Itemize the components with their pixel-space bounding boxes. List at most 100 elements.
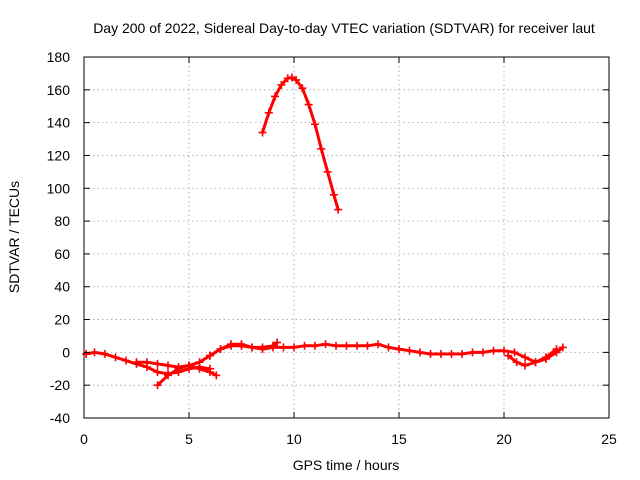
x-axis-label: GPS time / hours — [293, 457, 400, 473]
chart-title: Day 200 of 2022, Sidereal Day-to-day VTE… — [93, 20, 595, 36]
data-point — [273, 338, 282, 347]
data-point — [329, 190, 338, 199]
data-point — [216, 345, 225, 354]
x-tick-label: 15 — [391, 431, 407, 447]
data-point — [311, 341, 319, 350]
data-point — [237, 340, 246, 349]
data-point — [164, 371, 172, 380]
data-point — [82, 350, 91, 359]
data-point — [174, 364, 183, 373]
data-point — [374, 340, 382, 349]
data-point — [323, 167, 332, 176]
series-line-5 — [506, 347, 558, 367]
data-point — [468, 348, 477, 357]
series-line-6 — [261, 76, 340, 212]
data-point — [304, 100, 313, 109]
data-point — [153, 381, 162, 390]
data-point — [504, 351, 513, 360]
data-point — [153, 359, 162, 368]
data-point — [500, 346, 508, 355]
y-tick-label: 120 — [47, 147, 71, 163]
y-tick-label: 160 — [47, 82, 71, 98]
data-point — [292, 75, 301, 84]
data-point — [512, 358, 521, 367]
data-point — [311, 120, 319, 129]
data-point — [279, 343, 288, 352]
data-point — [510, 348, 519, 357]
data-point — [132, 358, 141, 367]
y-tick-label: 80 — [54, 213, 70, 229]
y-tick-label: -20 — [50, 377, 70, 393]
y-tick-labels: -40 -20 0 20 40 60 80 100 120 140 160 180 — [47, 49, 71, 426]
data-point — [206, 351, 214, 360]
y-tick-label: 40 — [54, 279, 70, 295]
data-point — [317, 144, 326, 153]
x-tick-label: 5 — [185, 431, 193, 447]
x-tick-label: 20 — [496, 431, 512, 447]
data-point — [271, 92, 280, 101]
x-tick-label: 0 — [80, 431, 88, 447]
y-tick-label: 0 — [62, 344, 70, 360]
data-point — [384, 343, 393, 352]
data-point — [277, 80, 286, 89]
data-point — [395, 345, 403, 354]
data-point — [195, 358, 204, 367]
data-point — [531, 358, 540, 367]
y-tick-label: 100 — [47, 180, 71, 196]
data-point — [489, 346, 498, 355]
data-series — [82, 73, 567, 390]
data-point — [122, 356, 130, 365]
data-point — [558, 343, 567, 352]
data-point — [264, 108, 273, 117]
data-point — [542, 353, 550, 362]
data-point — [111, 353, 120, 362]
data-point — [447, 350, 456, 359]
data-point — [426, 350, 435, 359]
data-point — [269, 341, 277, 350]
axis-ticks — [83, 56, 610, 419]
data-point — [405, 346, 414, 355]
data-point — [300, 341, 309, 350]
data-point — [521, 361, 529, 370]
data-point — [416, 348, 424, 357]
data-point — [342, 341, 351, 350]
data-point — [458, 350, 466, 359]
x-tick-label: 25 — [601, 431, 617, 447]
data-point — [334, 205, 343, 214]
gridlines — [84, 57, 609, 418]
data-point — [321, 340, 330, 349]
data-point — [101, 350, 109, 359]
data-point — [283, 74, 292, 83]
data-point — [298, 84, 307, 93]
data-point — [227, 340, 235, 349]
data-point — [521, 353, 529, 362]
data-point — [332, 341, 340, 350]
y-tick-label: 20 — [54, 312, 70, 328]
data-point — [248, 343, 256, 352]
data-point — [363, 341, 372, 350]
data-point — [153, 368, 162, 377]
data-point — [143, 358, 151, 367]
data-point — [437, 350, 445, 359]
data-point — [290, 343, 298, 352]
x-tick-label: 10 — [286, 431, 302, 447]
data-point — [258, 128, 267, 137]
y-tick-label: 60 — [54, 246, 70, 262]
x-tick-labels: 0 5 10 15 20 25 — [80, 431, 617, 447]
data-point — [287, 73, 296, 82]
data-point — [164, 361, 172, 370]
y-tick-label: -40 — [50, 410, 70, 426]
data-point — [185, 361, 193, 370]
data-point — [212, 371, 221, 380]
plot-frame — [83, 56, 610, 419]
y-axis-label: SDTVAR / TECUs — [6, 181, 22, 293]
data-point — [479, 348, 487, 357]
y-tick-label: 180 — [47, 49, 71, 65]
data-point — [552, 345, 561, 354]
data-point — [90, 348, 99, 357]
data-point — [206, 368, 214, 377]
data-point — [353, 341, 361, 350]
y-tick-label: 140 — [47, 115, 71, 131]
data-point — [258, 343, 267, 352]
